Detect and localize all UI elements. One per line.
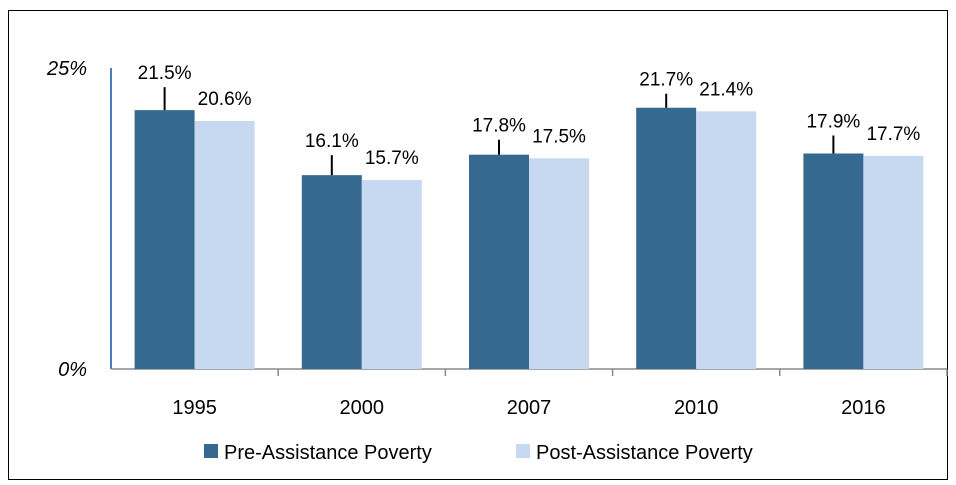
x-tick-label-2016: 2016 — [841, 397, 886, 419]
data-label-post-2010: 21.4% — [699, 79, 753, 100]
bar-post-1995 — [194, 120, 255, 369]
data-label-pre-2007: 17.8% — [472, 116, 526, 137]
y-tick-labels: 0% 25% — [46, 58, 87, 381]
data-label-post-2007: 17.5% — [532, 126, 586, 147]
x-tick-label-2000: 2000 — [340, 397, 385, 419]
data-label-post-2016: 17.7% — [866, 124, 920, 145]
x-tick-labels: 1995 2000 2007 2010 2016 — [172, 369, 948, 419]
bar-chart: 0% 25% 21.5% 20.6% 16.1% 15.7% 17.8% 17.5% 21.7… — [46, 58, 948, 464]
y-tick-label: 0% — [58, 359, 87, 381]
x-tick-label-2007: 2007 — [507, 397, 552, 419]
bar-post-2010 — [696, 111, 757, 370]
bar-pre-2016 — [803, 153, 864, 369]
legend-swatch-pre — [204, 444, 218, 458]
bar-pre-2010 — [636, 107, 697, 370]
y-tick-label: 25% — [46, 58, 87, 80]
bar-post-2000 — [361, 179, 422, 369]
x-tick-label-2010: 2010 — [674, 397, 719, 419]
data-label-post-2000: 15.7% — [365, 148, 419, 169]
bar-pre-2007 — [469, 154, 529, 369]
x-tick-label-1995: 1995 — [172, 397, 217, 419]
data-label-pre-1995: 21.5% — [138, 63, 192, 84]
legend: Pre-Assistance Poverty Post-Assistance Po… — [204, 442, 753, 464]
bar-pre-1995 — [134, 110, 195, 369]
chart-frame: 0% 25% 21.5% 20.6% 16.1% 15.7% 17.8% 17.5% 21.7… — [8, 10, 948, 480]
bar-post-2016 — [863, 155, 924, 369]
data-label-pre-2010: 21.7% — [639, 70, 693, 91]
legend-label-pre: Pre-Assistance Poverty — [224, 442, 432, 464]
data-label-pre-2000: 16.1% — [305, 131, 359, 152]
legend-swatch-post — [516, 444, 530, 458]
bars: 21.5% 20.6% 16.1% 15.7% 17.8% 17.5% 21.7% 21.4%… — [134, 63, 924, 370]
data-label-post-1995: 20.6% — [198, 89, 252, 110]
data-label-pre-2016: 17.9% — [806, 111, 860, 132]
bar-pre-2000 — [301, 175, 362, 369]
bar-post-2007 — [529, 158, 589, 369]
legend-label-post: Post-Assistance Poverty — [536, 442, 753, 464]
